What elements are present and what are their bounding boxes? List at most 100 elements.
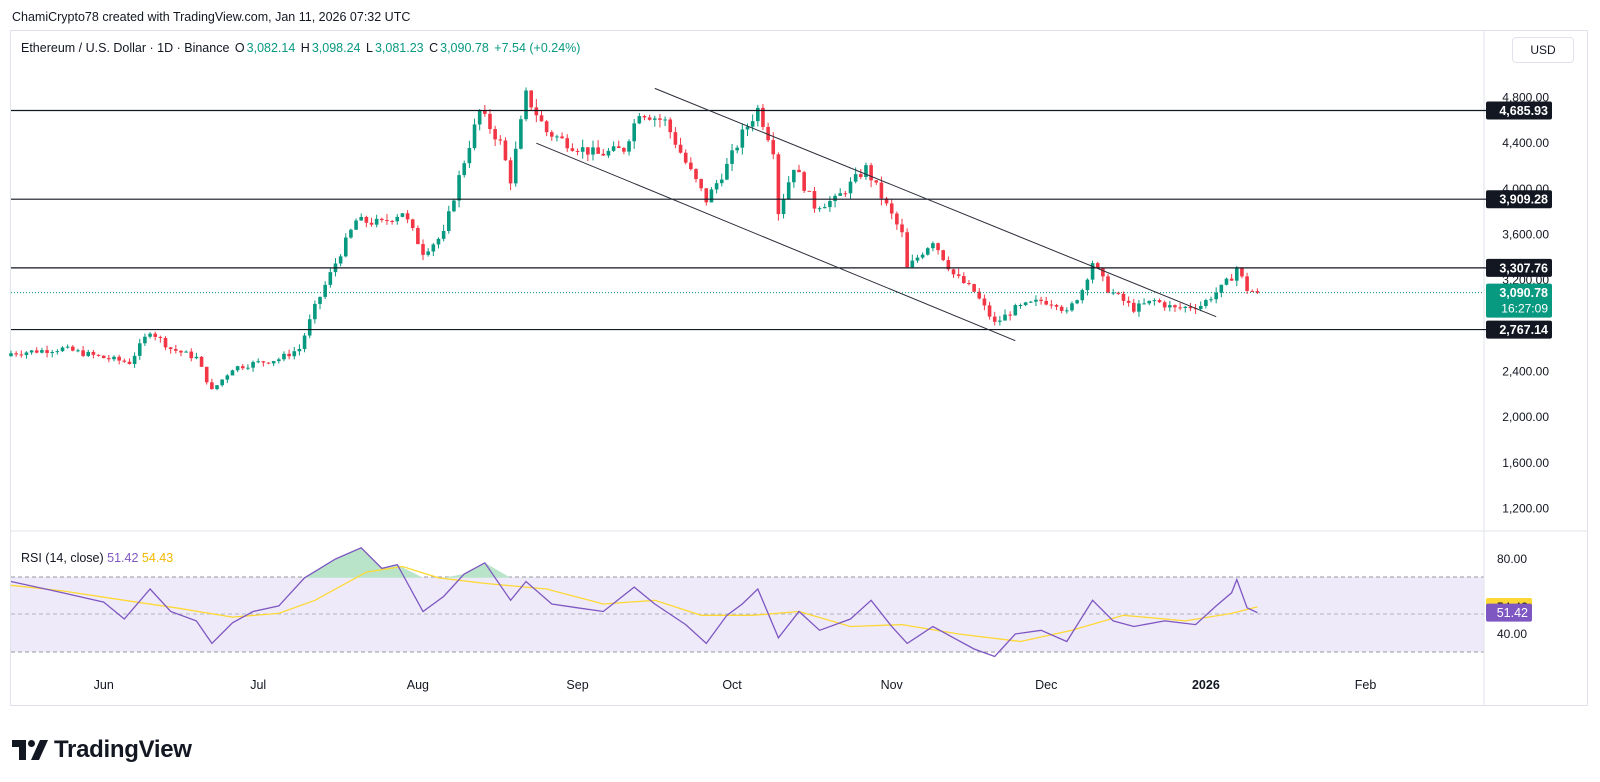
candle-body [570, 148, 575, 151]
candle-body [168, 347, 173, 350]
candle-body [802, 172, 806, 191]
candle-body [343, 237, 348, 257]
candle-body [55, 351, 60, 353]
candle-body [297, 348, 302, 352]
candle-body [766, 126, 770, 141]
level-price-tag-text: 3,307.76 [1499, 261, 1548, 275]
candle-body [158, 336, 163, 338]
price-tick-label: 2,400.00 [1502, 365, 1549, 379]
candle-body [225, 375, 230, 380]
candle-body [931, 243, 935, 249]
candle-body [91, 351, 96, 355]
candle-body [1065, 310, 1069, 312]
candle-body [519, 119, 523, 149]
candle-body [1162, 302, 1167, 308]
candle-body [307, 319, 312, 336]
candles [9, 87, 1260, 391]
candle-body [771, 140, 776, 155]
candle-body [549, 132, 554, 137]
rsi-value: 51.42 [107, 551, 139, 565]
time-tick-label: Jun [94, 678, 114, 692]
candle-body [446, 211, 451, 232]
candle-body [1106, 276, 1110, 293]
level-price-tag [1486, 101, 1552, 120]
candle-body [524, 90, 528, 120]
candle-body [987, 305, 992, 317]
candle-body [436, 238, 441, 245]
rsi-ma-value: 54.43 [141, 551, 174, 565]
candle-body [632, 123, 636, 142]
candle-body [972, 284, 976, 292]
candle-body [117, 356, 121, 361]
candle-body [96, 354, 101, 356]
candle-body [163, 337, 168, 348]
candle-body [658, 118, 662, 120]
candle-body [354, 220, 358, 230]
candle-body [1054, 305, 1059, 307]
candle-body [544, 121, 549, 133]
candle-body [745, 126, 750, 130]
candle-body [1157, 300, 1162, 303]
candle-body [529, 90, 533, 108]
candle-body [833, 195, 837, 202]
candle-body [1188, 306, 1193, 309]
candle-body [606, 150, 611, 156]
candle-body [1147, 300, 1152, 304]
candle-body [416, 228, 420, 245]
brand-name: TradingView [54, 736, 192, 763]
candle-body [215, 385, 219, 390]
candle-body [797, 169, 801, 173]
candle-body [843, 193, 848, 195]
candle-body [920, 254, 925, 258]
candle-body [1095, 263, 1100, 268]
candle-body [1178, 307, 1182, 309]
level-price-tag [1486, 258, 1552, 277]
candle-body [560, 136, 564, 139]
candle-body [864, 165, 868, 177]
candle-body [822, 207, 827, 209]
footer-brand[interactable]: TradingView [12, 736, 192, 764]
price-tick-label: 1,200.00 [1502, 502, 1549, 516]
high-value: 3,098.24 [311, 41, 361, 55]
candle-body [781, 199, 786, 215]
candle-body [45, 350, 49, 353]
candle-body [627, 141, 631, 152]
candle-body [910, 260, 915, 268]
currency-button[interactable]: USD [1512, 37, 1574, 63]
symbol-title: Ethereum / U.S. Dollar · 1D · Binance [21, 41, 230, 55]
candle-body [364, 216, 369, 223]
candle-body [828, 201, 832, 208]
candle-body [179, 350, 183, 353]
candle-body [467, 148, 472, 164]
channel-line [654, 87, 1217, 318]
rsi-title: RSI (14, close) [21, 551, 104, 565]
candle-body [967, 283, 971, 285]
candle-body [925, 248, 930, 255]
candle-body [689, 162, 693, 170]
candle-body [34, 350, 39, 353]
candle-body [1085, 279, 1090, 291]
candle-body [230, 370, 235, 376]
candle-body [390, 221, 394, 223]
candle-body [1028, 301, 1033, 303]
candle-body [189, 351, 194, 359]
candle-body [761, 107, 765, 127]
candle-body [323, 284, 327, 297]
level-price-tag-text: 2,767.14 [1499, 323, 1548, 337]
candle-body [807, 190, 812, 192]
rsi-line [10, 547, 1258, 658]
candle-body [1245, 276, 1249, 291]
candle-body [174, 349, 178, 351]
candle-body [719, 179, 724, 184]
candle-body [477, 110, 482, 125]
candle-body [622, 148, 626, 152]
candle-body [786, 182, 791, 200]
candle-body [50, 352, 55, 354]
candle-body [210, 382, 214, 390]
candle-body [513, 148, 518, 184]
candle-body [349, 229, 353, 238]
candle-body [992, 316, 997, 322]
candle-body [426, 251, 430, 255]
candle-body [1224, 278, 1229, 285]
